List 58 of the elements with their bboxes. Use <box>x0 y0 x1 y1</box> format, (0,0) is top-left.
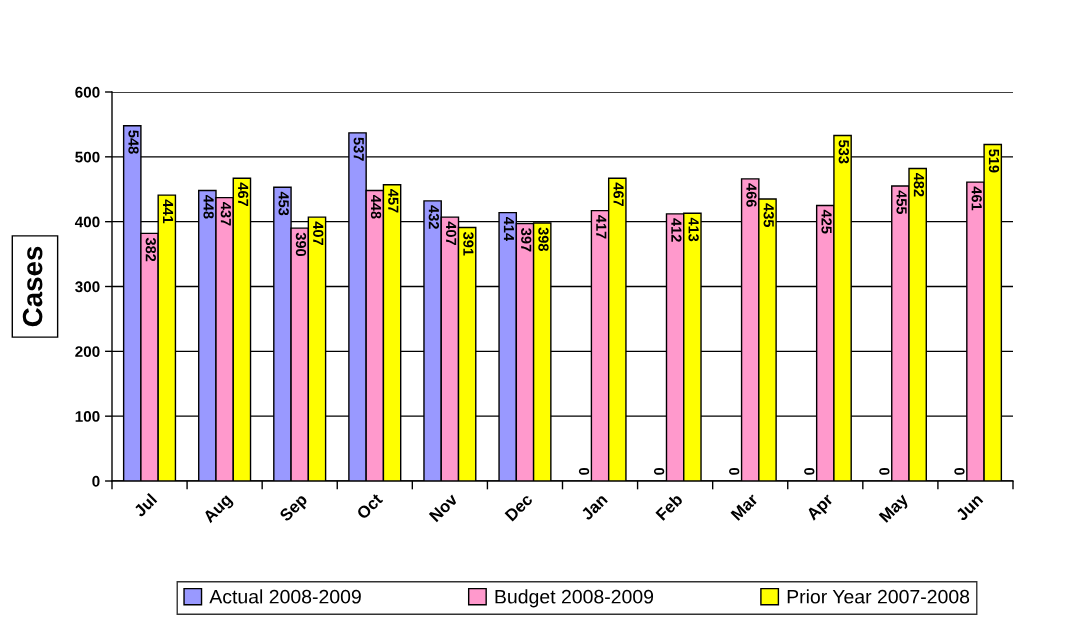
data-label: 441 <box>163 199 174 224</box>
y-tick-label: 600 <box>75 86 100 98</box>
data-label: 435 <box>763 203 774 228</box>
x-tick-label: Dec <box>504 492 534 522</box>
data-label: 382 <box>145 237 156 262</box>
data-label: 519 <box>988 149 1000 173</box>
x-tick-label: Aug <box>202 493 235 526</box>
data-label: 391 <box>463 232 474 256</box>
x-tick-label: Feb <box>654 492 684 521</box>
x-tick-label: Jul <box>132 492 158 518</box>
data-label: 482 <box>913 172 925 197</box>
data-label: 432 <box>428 205 440 229</box>
x-tick-label: Nov <box>428 492 459 523</box>
legend-label: Budget 2008-2009 <box>495 589 654 608</box>
x-tick-label: Apr <box>805 492 837 524</box>
x-tick-label: Oct <box>355 492 384 520</box>
data-label: 453 <box>278 191 289 216</box>
data-label: 398 <box>538 227 549 252</box>
data-label: 533 <box>838 140 849 164</box>
data-label: 0 <box>879 467 890 475</box>
data-label: 397 <box>521 228 532 252</box>
y-tick-label: 0 <box>92 475 100 487</box>
x-tick-label: Sep <box>278 492 311 525</box>
y-tick-label: 300 <box>75 281 100 293</box>
data-label: 548 <box>128 130 139 154</box>
data-label: 0 <box>578 467 590 475</box>
data-label: 437 <box>220 202 232 226</box>
data-label: 537 <box>353 137 364 161</box>
y-axis-title: Cases <box>22 246 43 327</box>
x-tick-label: Jun <box>955 493 984 522</box>
data-label: 0 <box>729 467 740 475</box>
data-label: 467 <box>237 182 249 207</box>
data-label: 0 <box>653 467 665 475</box>
data-label: 0 <box>804 467 815 475</box>
data-label: 407 <box>313 221 324 245</box>
data-label: 457 <box>388 189 399 213</box>
legend-label: Actual 2008-2009 <box>209 589 361 604</box>
data-label: 467 <box>613 182 624 207</box>
data-label: 412 <box>671 218 682 242</box>
x-tick-label: Mar <box>730 492 759 521</box>
data-label: 417 <box>596 215 607 239</box>
data-label: 414 <box>503 216 514 242</box>
data-label: 390 <box>295 232 307 257</box>
data-label: 425 <box>821 209 832 234</box>
data-label: 461 <box>971 186 982 211</box>
y-tick-label: 400 <box>74 216 100 228</box>
y-tick-label: 200 <box>75 346 100 358</box>
data-label: 413 <box>688 217 699 242</box>
data-label: 455 <box>896 190 907 215</box>
data-label: 0 <box>954 467 965 475</box>
x-tick-label: Jan <box>580 493 608 521</box>
data-label: 448 <box>203 194 214 219</box>
legend-label: Prior Year 2007-2008 <box>787 589 970 604</box>
data-label: 407 <box>445 221 457 245</box>
y-tick-label: 500 <box>75 151 100 163</box>
data-label: 466 <box>746 183 757 207</box>
data-label: 448 <box>370 194 382 219</box>
y-tick-label: 100 <box>75 411 100 422</box>
